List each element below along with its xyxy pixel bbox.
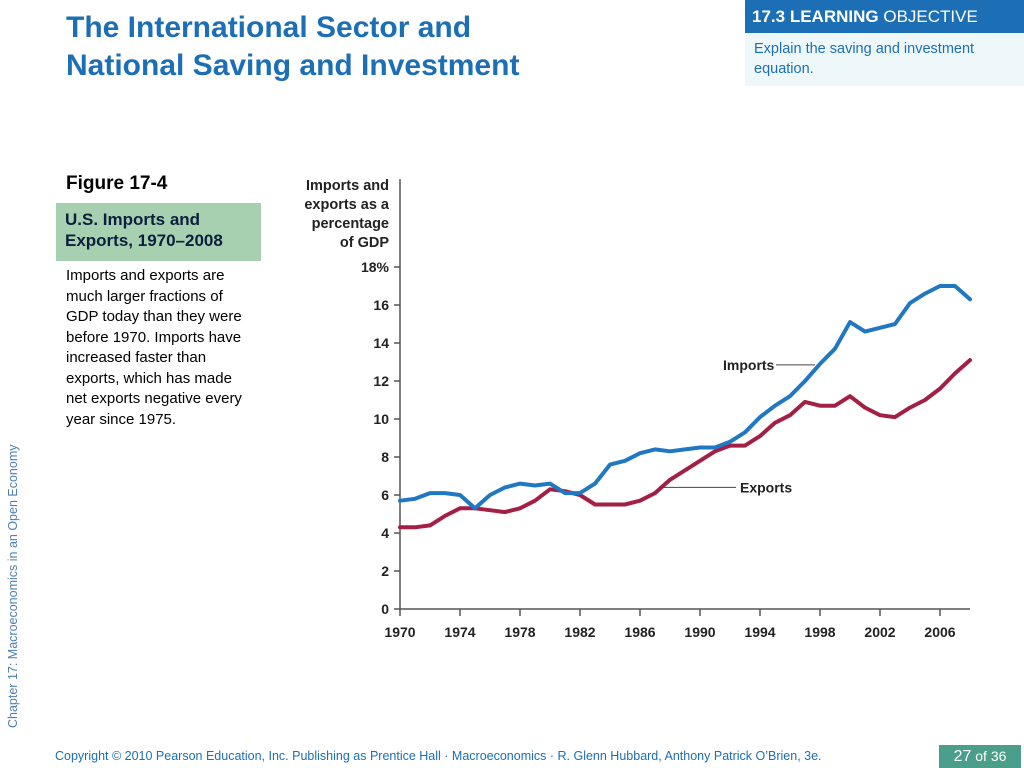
page-current: 27	[953, 748, 972, 765]
figure-caption: Imports and exports are much larger frac…	[66, 267, 242, 428]
slide-title: The International Sector and National Sa…	[66, 9, 706, 85]
y-tick-label: 14	[373, 335, 389, 351]
y-tick-label: 10	[373, 411, 389, 427]
series-label-exports: Exports	[740, 479, 792, 495]
figure-number: Figure 17-4	[66, 173, 168, 194]
figure-title-line-1: U.S. Imports and	[65, 210, 201, 229]
series-line-exports	[398, 358, 972, 530]
series-line-imports	[398, 284, 972, 511]
x-axis-ticks: 1970 1974 1978 1982 1986 1990 1994 1998 2002 2006	[384, 609, 956, 640]
learning-objective-label: OBJECTIVE	[883, 7, 978, 26]
x-tick-label: 1998	[804, 624, 835, 640]
y-tick-label: 2	[381, 563, 389, 579]
learning-objective-header: 17.3 LEARNING OBJECTIVE	[745, 0, 1024, 33]
y-axis-title-line: Imports and	[306, 178, 389, 194]
slide-title-line-2: National Saving and Investment	[66, 49, 520, 82]
x-tick-label: 1990	[684, 624, 715, 640]
series-label-imports: Imports	[723, 357, 775, 373]
series-lines	[398, 284, 972, 530]
y-tick-label: 12	[373, 373, 389, 389]
x-tick-label: 1986	[624, 624, 655, 640]
x-tick-label: 1994	[744, 624, 775, 640]
chapter-side-label: Chapter 17: Macroeconomics in an Open Ec…	[6, 444, 20, 728]
y-axis-title-line: of GDP	[340, 235, 389, 251]
y-tick-label: 8	[381, 449, 389, 465]
figure-title-box: U.S. Imports and Exports, 1970–2008	[56, 203, 261, 261]
x-tick-label: 1974	[444, 624, 475, 640]
y-tick-label: 0	[381, 601, 389, 617]
x-tick-label: 2002	[864, 624, 895, 640]
y-axis-title: Imports and exports as a percentage of GDP	[304, 178, 390, 251]
x-tick-label: 2006	[924, 624, 955, 640]
y-axis-title-line: exports as a	[304, 197, 390, 213]
series-annotations: Imports Exports	[659, 357, 815, 495]
y-axis-ticks: 0 2 4 6 8 10 12 14 16 18%	[361, 259, 400, 617]
y-axis-title-line: percentage	[312, 216, 389, 232]
page-total: of 36	[971, 748, 1007, 764]
slide-title-line-1: The International Sector and	[66, 11, 472, 44]
learning-objective-box: 17.3 LEARNING OBJECTIVE Explain the savi…	[745, 0, 1024, 86]
learning-objective-text: Explain the saving and investment equati…	[754, 41, 975, 77]
page-number-badge: 27 of 36	[939, 745, 1021, 768]
x-tick-label: 1982	[564, 624, 595, 640]
learning-objective-number: 17.3	[752, 7, 786, 26]
y-tick-label: 16	[373, 297, 389, 313]
y-tick-label: 18%	[361, 259, 390, 275]
learning-objective-label-bold: LEARNING	[789, 7, 879, 26]
x-tick-label: 1970	[384, 624, 415, 640]
figure-title-line-2: Exports, 1970–2008	[65, 231, 223, 250]
footer-copyright: Copyright © 2010 Pearson Education, Inc.…	[55, 749, 822, 763]
y-tick-label: 6	[381, 487, 389, 503]
y-tick-label: 4	[381, 525, 389, 541]
x-tick-label: 1978	[504, 624, 535, 640]
